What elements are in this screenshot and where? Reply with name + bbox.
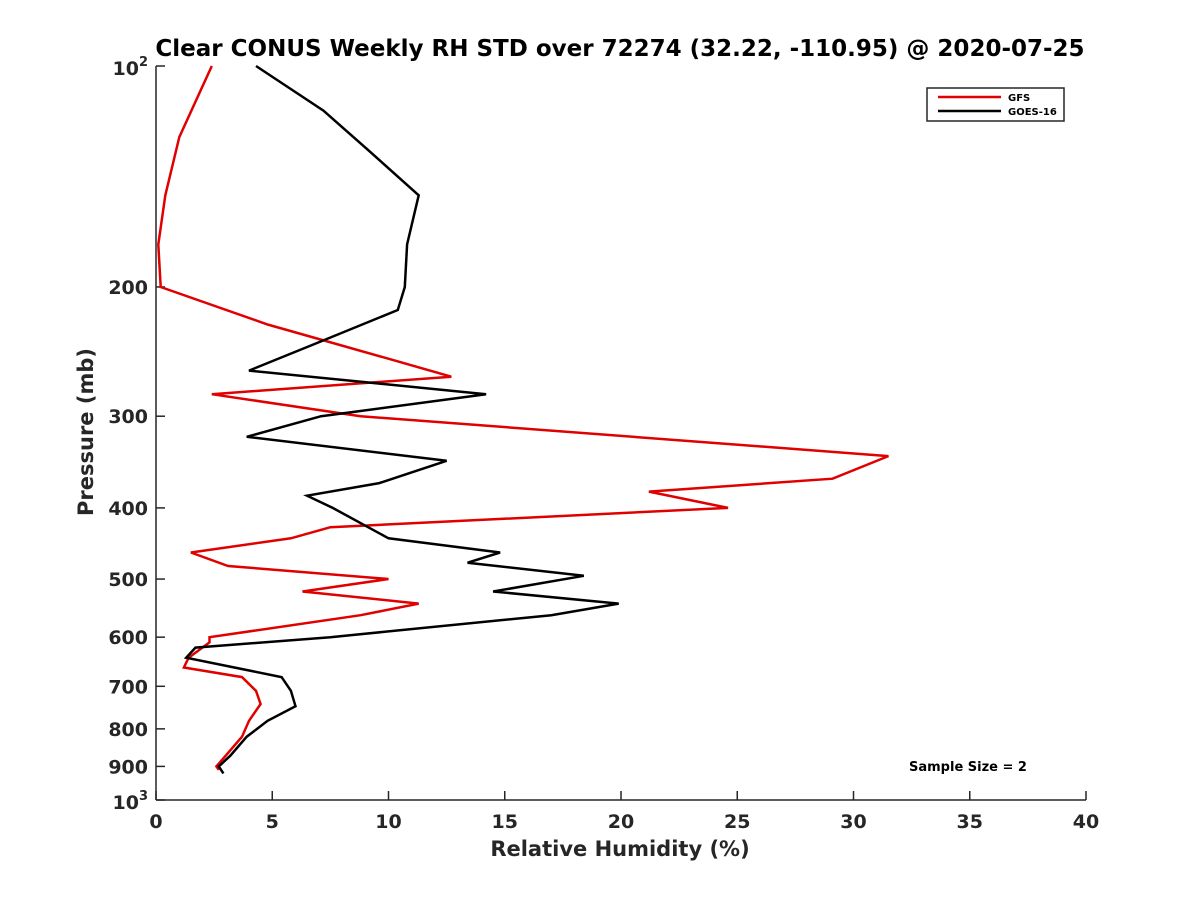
x-tick-label: 25 <box>724 811 750 833</box>
plot-area: 0 5 10 15 20 25 30 35 40 102 200 300 400 500 600 700 800… <box>108 55 1099 833</box>
y-tick-label: 200 <box>108 277 148 299</box>
y-axis-label: Pressure (mb) <box>74 348 98 516</box>
x-tick-label: 5 <box>266 811 279 833</box>
legend-label-gfs: GFS <box>1008 93 1030 104</box>
y-tick-label: 600 <box>108 627 148 649</box>
x-axis-label: Relative Humidity (%) <box>490 837 749 861</box>
y-tick-label: 800 <box>108 719 148 741</box>
x-tick-label: 15 <box>492 811 518 833</box>
sample-size-annotation: Sample Size = 2 <box>909 760 1027 775</box>
y-tick-label-power: 103 <box>113 789 149 814</box>
x-tick-label: 30 <box>840 811 866 833</box>
chart-title: Clear CONUS Weekly RH STD over 72274 (32… <box>155 36 1084 62</box>
x-tick-label: 10 <box>375 811 401 833</box>
series-line-goes-16 <box>183 64 619 775</box>
y-tick-label: 700 <box>108 676 148 698</box>
series-line-gfs <box>157 65 889 771</box>
legend-box <box>926 87 1065 122</box>
x-tick-label: 0 <box>149 811 162 833</box>
x-tick-label: 40 <box>1073 811 1099 833</box>
y-tick-label: 400 <box>108 498 148 520</box>
x-tick-label: 20 <box>608 811 634 833</box>
y-tick-label-power: 102 <box>113 55 149 80</box>
legend-label-goes-16: GOES-16 <box>1008 107 1057 118</box>
y-tick-label: 300 <box>108 406 148 428</box>
y-tick-label: 500 <box>108 569 148 591</box>
x-tick-label: 35 <box>957 811 983 833</box>
y-tick-label: 900 <box>108 756 148 778</box>
